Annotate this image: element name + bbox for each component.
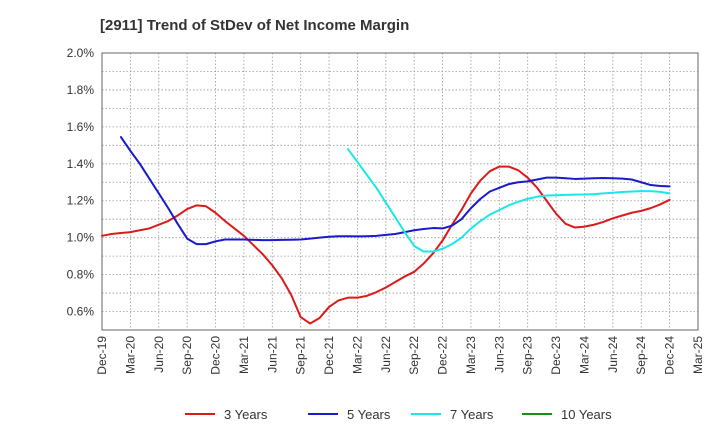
series-lines [101,136,671,325]
x-tick-label: Sep-21 [294,336,308,375]
x-tick-label: Sep-20 [180,336,194,375]
y-tick-label: 2.0% [67,46,95,60]
x-tick-label: Dec-21 [322,336,336,375]
x-tick-label: Jun-23 [492,336,506,373]
x-tick-label: Mar-23 [464,336,478,374]
x-tick-label: Dec-23 [549,336,563,375]
x-tick-label: Mar-24 [577,336,591,374]
series-line-5-years [119,136,671,246]
legend-label: 5 Years [347,407,391,422]
x-axis: Dec-19 Mar-20 Jun-20 Sep-20 Dec-20 Mar-21 Jun-… [95,336,705,375]
x-tick-label: Dec-20 [209,336,223,375]
x-tick-label: Dec-24 [663,336,677,375]
y-tick-label: 1.0% [67,231,95,245]
y-tick-label: 0.8% [67,268,95,282]
y-tick-label: 1.2% [67,194,95,208]
x-tick-label: Jun-21 [265,336,279,373]
chart-title: [2911] Trend of StDev of Net Income Marg… [100,17,409,34]
x-tick-label: Sep-23 [521,336,535,375]
y-tick-label: 1.4% [67,157,95,171]
legend: 3 Years 5 Years 7 Years 10 Years [185,407,612,422]
legend-label: 7 Years [450,407,494,422]
y-tick-label: 0.6% [67,305,95,319]
x-tick-label: Mar-20 [123,336,137,374]
series-line-3-years [101,165,671,325]
x-tick-label: Jun-20 [152,336,166,373]
y-tick-label: 1.8% [67,83,95,97]
x-tick-label: Jun-24 [606,336,620,373]
x-tick-label: Mar-22 [350,336,364,374]
x-tick-label: Sep-24 [634,336,648,375]
x-tick-label: Dec-22 [436,336,450,375]
legend-label: 3 Years [224,407,268,422]
y-axis: 0.6% 0.8% 1.0% 1.2% 1.4% 1.6% 1.8% 2.0% [67,46,95,319]
y-tick-label: 1.6% [67,120,95,134]
plot-area [101,52,699,331]
x-tick-label: Jun-22 [379,336,393,373]
grid [102,53,698,330]
x-tick-label: Sep-22 [407,336,421,375]
x-tick-label: Mar-25 [691,336,705,374]
series-line-7-years [346,148,671,253]
x-tick-label: Dec-19 [95,336,109,375]
legend-label: 10 Years [561,407,612,422]
x-tick-label: Mar-21 [237,336,251,374]
